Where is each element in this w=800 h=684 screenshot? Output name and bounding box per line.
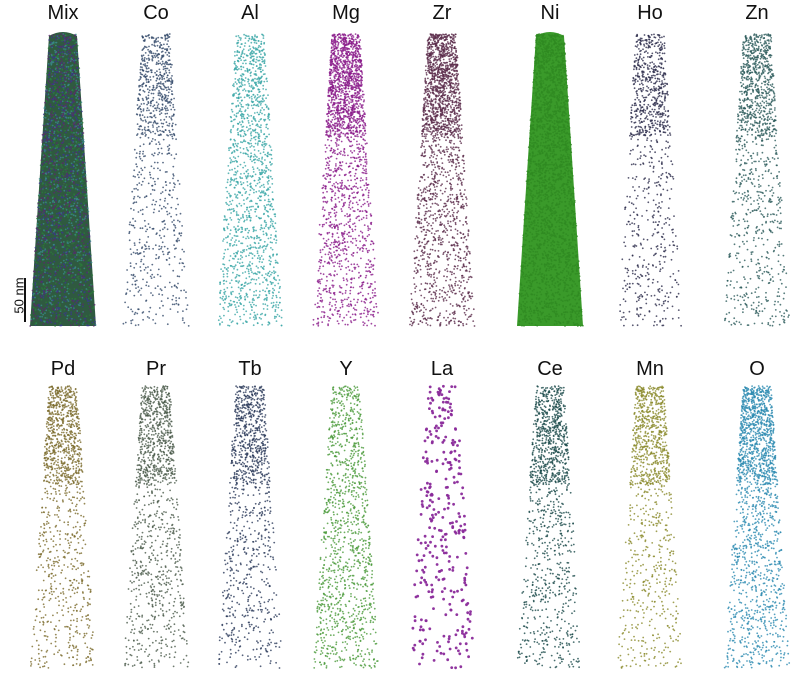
- tip-reconstruction-tb: [218, 385, 282, 669]
- tip-reconstruction-mix: [29, 32, 97, 327]
- panel-label-pd: Pd: [23, 358, 103, 381]
- scale-bar-label: 50 nm: [12, 271, 27, 321]
- tip-reconstruction-pr: [124, 385, 190, 669]
- tip-reconstruction-ni: [517, 32, 584, 327]
- tip-reconstruction-mg: [312, 33, 379, 327]
- panel-label-co: Co: [116, 2, 196, 25]
- tip-reconstruction-al: [217, 33, 283, 327]
- tip-reconstruction-o: [723, 385, 791, 669]
- panel-label-al: Al: [210, 2, 290, 25]
- panel-label-y: Y: [306, 358, 386, 381]
- tip-reconstruction-mn: [617, 385, 682, 669]
- scale-bar: [24, 278, 26, 322]
- panel-label-zn: Zn: [717, 2, 797, 25]
- tip-reconstruction-y: [313, 385, 379, 669]
- tip-reconstruction-zr: [409, 33, 476, 327]
- panel-label-mn: Mn: [610, 358, 690, 381]
- panel-label-ce: Ce: [510, 358, 590, 381]
- tip-reconstruction-ho: [619, 33, 682, 327]
- panel-label-la: La: [402, 358, 482, 381]
- tip-reconstruction-co: [122, 33, 190, 327]
- panel-label-ho: Ho: [610, 2, 690, 25]
- panel-label-pr: Pr: [116, 358, 196, 381]
- panel-label-o: O: [717, 358, 797, 381]
- panel-label-tb: Tb: [210, 358, 290, 381]
- panel-label-zr: Zr: [402, 2, 482, 25]
- tip-reconstruction-zn: [724, 33, 790, 327]
- tip-reconstruction-la: [411, 384, 474, 670]
- panel-label-mg: Mg: [306, 2, 386, 25]
- panel-label-ni: Ni: [510, 2, 590, 25]
- tip-reconstruction-pd: [30, 385, 94, 669]
- tip-reconstruction-ce: [516, 385, 580, 669]
- panel-label-mix: Mix: [23, 2, 103, 25]
